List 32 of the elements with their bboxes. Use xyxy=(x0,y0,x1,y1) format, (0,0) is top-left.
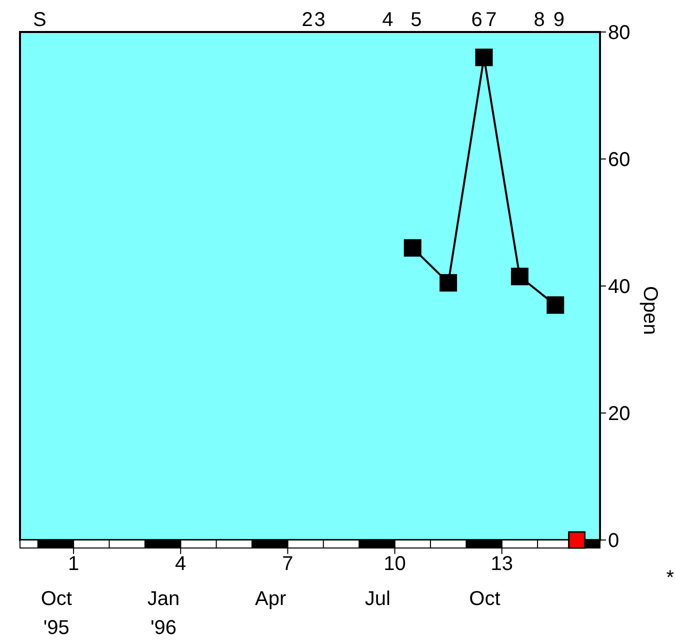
point xyxy=(475,48,493,66)
y-tick-label: 0 xyxy=(608,530,620,552)
point xyxy=(404,239,422,257)
text: 3 xyxy=(314,9,326,31)
point xyxy=(546,296,564,314)
y-tick-label: 20 xyxy=(608,403,630,426)
text: 2 xyxy=(302,9,313,31)
x-tick-label: 1 xyxy=(68,553,80,576)
y-tick-label: 80 xyxy=(608,22,630,44)
y-tick-label: 40 xyxy=(608,276,630,298)
text: 4 xyxy=(382,9,394,31)
y-tick-label: 60 xyxy=(608,149,630,172)
text: Oct xyxy=(469,588,501,610)
point xyxy=(568,531,586,549)
text: * xyxy=(666,567,674,589)
text: 6 xyxy=(471,9,482,31)
text: Apr xyxy=(254,588,286,610)
x-tick-label: 4 xyxy=(175,553,186,576)
x-tick-label: 7 xyxy=(282,553,294,576)
text: 7 xyxy=(486,9,497,31)
text: 8 xyxy=(534,9,545,31)
text: S xyxy=(32,9,46,31)
x-tick-label: 13 xyxy=(490,553,513,576)
x-tick-label: 10 xyxy=(384,553,406,576)
point xyxy=(440,274,458,292)
y-axis-title: Open xyxy=(638,286,661,335)
point xyxy=(510,268,528,286)
text: Oct '95 xyxy=(40,588,72,639)
text: 5 xyxy=(410,9,422,31)
text: Jul xyxy=(364,588,390,610)
text: 9 xyxy=(553,9,565,31)
text: Jan '96 xyxy=(147,588,180,639)
